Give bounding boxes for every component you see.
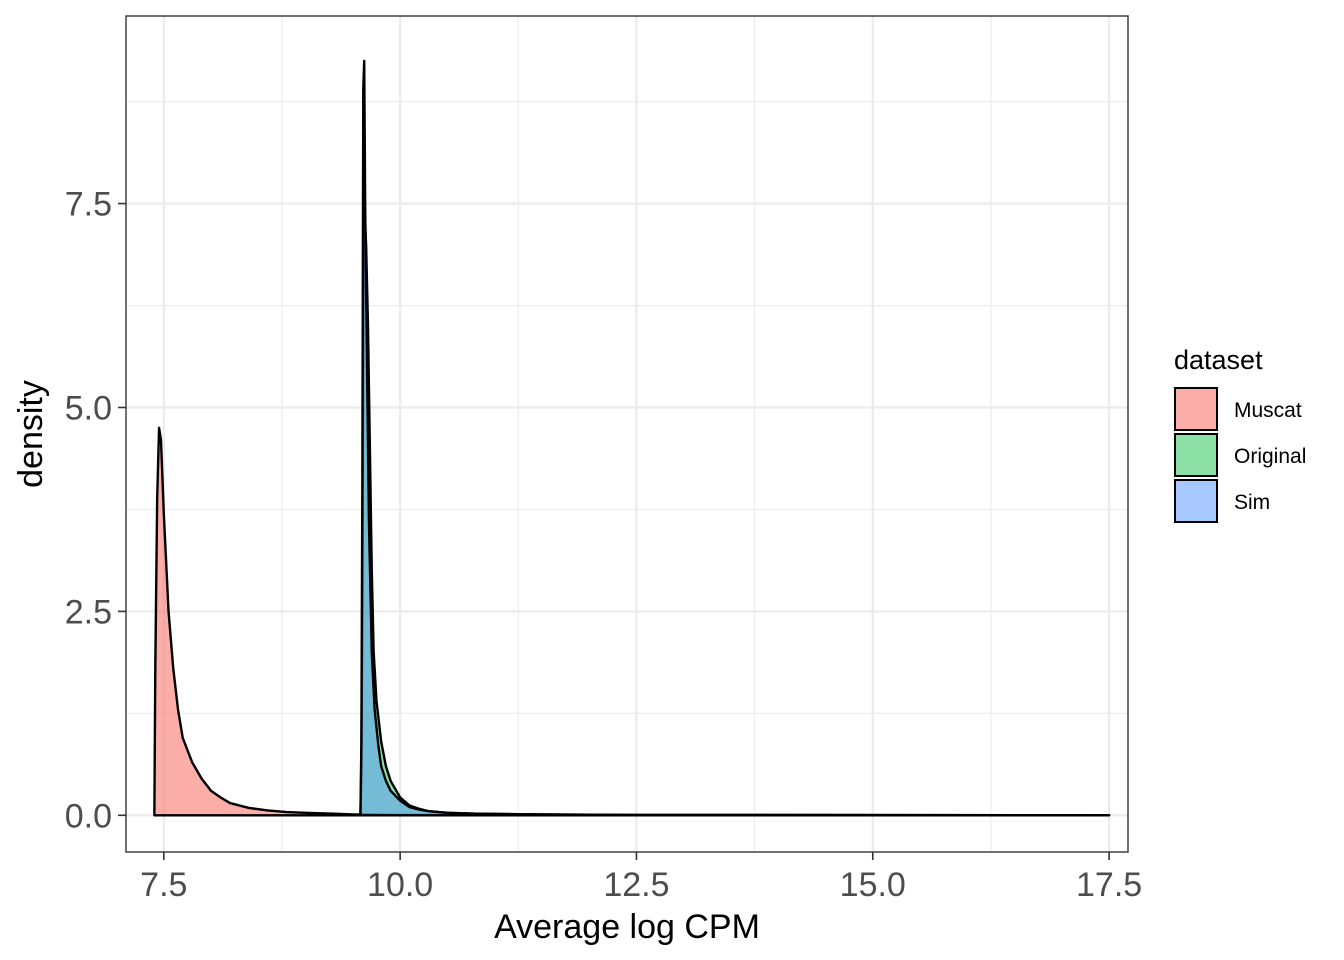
legend-label-original: Original [1234,445,1306,468]
x-tick-label: 12.5 [603,866,669,904]
x-tick-label: 17.5 [1076,866,1142,904]
legend-item-original: Original [1174,433,1306,477]
legend-item-sim: Sim [1174,479,1270,523]
y-tick-label: 0.0 [65,797,112,835]
legend-item-muscat: Muscat [1174,387,1302,431]
legend-key-original [1174,433,1218,477]
x-axis-title: Average log CPM [494,908,760,946]
legend-key-muscat [1174,387,1218,431]
x-tick-label: 15.0 [840,866,906,904]
x-tick-label: 7.5 [140,866,187,904]
y-tick-label: 2.5 [65,593,112,631]
y-axis-title: density [12,380,50,488]
legend-key-sim [1174,479,1218,523]
plot-panel-border [125,15,1129,853]
legend-label-muscat: Muscat [1234,399,1302,422]
x-tick-label: 10.0 [367,866,433,904]
y-tick-label: 7.5 [65,186,112,224]
density-areas [153,59,1111,817]
axes: 7.5 10.0 12.5 15.0 17.5 0.0 2.5 5.0 7.5 [65,186,1142,904]
legend-label-sim: Sim [1234,491,1270,514]
legend: dataset Muscat Original Sim [1174,345,1306,523]
legend-title: dataset [1174,345,1263,375]
y-tick-label: 5.0 [65,389,112,427]
density-area-sim [359,59,1111,817]
